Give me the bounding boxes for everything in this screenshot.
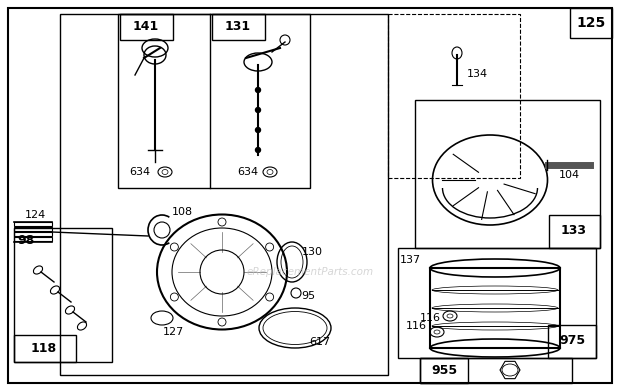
- Bar: [60, 14, 388, 375]
- Text: 617: 617: [309, 337, 330, 347]
- Text: 116: 116: [420, 313, 440, 323]
- Bar: [14, 237, 52, 241]
- Bar: [415, 100, 600, 248]
- Text: 137: 137: [399, 255, 420, 265]
- Circle shape: [255, 127, 260, 133]
- Text: 127: 127: [162, 327, 184, 337]
- Bar: [14, 232, 52, 236]
- Text: 104: 104: [559, 170, 580, 180]
- Text: eReplacementParts.com: eReplacementParts.com: [246, 267, 374, 277]
- Text: 134: 134: [466, 69, 487, 79]
- Text: 116: 116: [405, 321, 427, 331]
- Text: 125: 125: [577, 16, 606, 30]
- Bar: [120, 14, 173, 40]
- Bar: [14, 228, 112, 362]
- Bar: [548, 325, 596, 358]
- Text: 634: 634: [237, 167, 259, 177]
- Text: 108: 108: [172, 207, 193, 217]
- Bar: [420, 358, 468, 383]
- Circle shape: [255, 147, 260, 152]
- Text: 131: 131: [225, 20, 251, 34]
- Bar: [388, 14, 520, 178]
- Bar: [14, 227, 52, 231]
- Text: 975: 975: [559, 334, 585, 348]
- Circle shape: [255, 108, 260, 113]
- Text: 955: 955: [431, 364, 457, 377]
- Bar: [212, 14, 265, 40]
- Circle shape: [255, 88, 260, 93]
- Bar: [118, 14, 310, 188]
- Text: 133: 133: [561, 224, 587, 237]
- Bar: [570, 8, 612, 38]
- Text: 118: 118: [31, 343, 57, 355]
- Text: 124: 124: [24, 210, 46, 220]
- Text: 98: 98: [17, 233, 35, 246]
- Text: 141: 141: [133, 20, 159, 34]
- Text: 634: 634: [130, 167, 151, 177]
- Text: 95: 95: [301, 291, 315, 301]
- Bar: [14, 335, 76, 362]
- Text: 130: 130: [301, 247, 322, 257]
- Bar: [398, 248, 596, 358]
- Bar: [549, 215, 600, 248]
- Bar: [420, 358, 572, 383]
- Bar: [14, 222, 52, 226]
